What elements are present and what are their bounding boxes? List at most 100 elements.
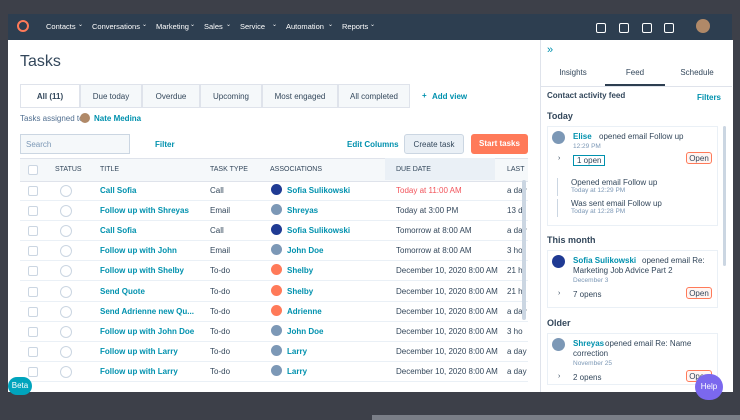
- collapse-icon[interactable]: »: [547, 44, 554, 56]
- contact-name[interactable]: Shreyas: [573, 339, 605, 348]
- contact-name[interactable]: Elise: [573, 132, 592, 141]
- open-button[interactable]: Open: [686, 287, 712, 299]
- status-icon[interactable]: [60, 185, 72, 197]
- association[interactable]: John Doe: [287, 326, 324, 336]
- row-checkbox[interactable]: [28, 366, 38, 377]
- row-checkbox[interactable]: [28, 186, 38, 196]
- association[interactable]: Larry: [287, 346, 308, 356]
- view-tab[interactable]: Most engaged: [262, 84, 338, 108]
- opens[interactable]: 2 opens: [573, 373, 602, 382]
- nav-item[interactable]: Sales: [204, 22, 223, 31]
- nav-icon[interactable]: [596, 23, 606, 33]
- chevron[interactable]: ⌄: [226, 22, 232, 28]
- expand-icon[interactable]: ›: [558, 155, 561, 162]
- expand-icon[interactable]: ›: [558, 373, 561, 380]
- start-tasks[interactable]: Start tasks: [471, 134, 528, 154]
- help-button[interactable]: Help: [695, 374, 723, 400]
- status-icon[interactable]: [60, 345, 72, 358]
- task-title[interactable]: Send Adrienne new Qu...: [100, 306, 194, 316]
- row-checkbox[interactable]: [28, 346, 38, 357]
- task-title[interactable]: Follow up with Larry: [100, 346, 178, 356]
- status-icon[interactable]: [60, 285, 72, 298]
- nav-icon[interactable]: [642, 23, 652, 33]
- search-placeholder[interactable]: Search: [26, 140, 52, 149]
- search-box[interactable]: [20, 134, 130, 154]
- view-tab[interactable]: All completed: [338, 84, 410, 108]
- logo[interactable]: [17, 20, 29, 32]
- nav-item[interactable]: Contacts: [46, 22, 76, 31]
- task-title[interactable]: Follow up with Larry: [100, 366, 178, 376]
- row-checkbox[interactable]: [28, 206, 38, 217]
- association[interactable]: John Doe: [287, 246, 324, 256]
- view-tab[interactable]: All (11): [20, 84, 80, 108]
- sidebar-tab[interactable]: Schedule: [680, 68, 714, 77]
- row-checkbox[interactable]: [28, 286, 38, 297]
- association[interactable]: Shelby: [287, 266, 314, 276]
- chevron[interactable]: ⌄: [370, 22, 376, 28]
- assignee[interactable]: Nate Medina: [94, 114, 142, 123]
- task-title[interactable]: Follow up with John: [100, 246, 177, 256]
- status-icon[interactable]: [60, 245, 72, 258]
- status-icon[interactable]: [60, 205, 72, 218]
- nav-icon[interactable]: [619, 23, 629, 33]
- column-header[interactable]: TITLE: [100, 166, 120, 173]
- nav-item[interactable]: Service: [240, 22, 266, 31]
- nav-item[interactable]: Marketing: [156, 22, 189, 31]
- nav-icon[interactable]: [664, 23, 674, 33]
- row-checkbox[interactable]: [28, 266, 38, 277]
- nav-item[interactable]: Reports: [342, 22, 369, 31]
- user-avatar[interactable]: [696, 19, 710, 33]
- view-tab[interactable]: Overdue: [142, 84, 200, 108]
- association[interactable]: Shelby: [287, 286, 314, 296]
- column-header[interactable]: STATUS: [55, 166, 82, 173]
- status-icon[interactable]: [60, 305, 72, 318]
- view-tab[interactable]: Upcoming: [200, 84, 262, 108]
- edit-columns[interactable]: Edit Columns: [347, 140, 399, 149]
- chevron[interactable]: ⌄: [190, 22, 196, 28]
- column-header[interactable]: LAST: [507, 166, 525, 173]
- task-title[interactable]: Call Sofia: [100, 186, 137, 195]
- task-title[interactable]: Call Sofia: [100, 226, 137, 236]
- add-view-plus[interactable]: +: [422, 91, 427, 100]
- nav-item[interactable]: Conversations: [92, 22, 140, 31]
- status-icon[interactable]: [60, 265, 72, 278]
- status-icon[interactable]: [60, 325, 72, 338]
- task-title[interactable]: Follow up with Shelby: [100, 266, 184, 276]
- column-header[interactable]: ASSOCIATIONS: [270, 166, 322, 173]
- open-button[interactable]: Open: [686, 152, 712, 164]
- association[interactable]: Sofia Sulikowski: [287, 186, 351, 195]
- row-checkbox[interactable]: [28, 326, 38, 337]
- task-title[interactable]: Send Quote: [100, 286, 145, 296]
- filters[interactable]: Filters: [697, 93, 722, 102]
- opens[interactable]: 7 opens: [573, 290, 602, 299]
- row-checkbox[interactable]: [28, 306, 38, 317]
- sidebar-tab[interactable]: Insights: [559, 68, 587, 77]
- nav-item[interactable]: Automation: [286, 22, 324, 31]
- association[interactable]: Shreyas: [287, 206, 319, 216]
- association[interactable]: Sofia Sulikowski: [287, 226, 351, 236]
- beta-badge[interactable]: Beta: [8, 377, 32, 395]
- association[interactable]: Larry: [287, 366, 308, 376]
- filter[interactable]: Filter: [155, 140, 175, 149]
- status-icon[interactable]: [60, 225, 72, 238]
- chevron[interactable]: ⌄: [142, 22, 148, 28]
- add-view[interactable]: Add view: [432, 92, 468, 101]
- task-title[interactable]: Follow up with Shreyas: [100, 206, 189, 216]
- row-checkbox[interactable]: [28, 226, 38, 237]
- sidebar-tab[interactable]: Feed: [625, 68, 645, 77]
- association[interactable]: Adrienne: [287, 306, 322, 316]
- opens[interactable]: 1 open: [573, 155, 606, 166]
- column-header[interactable]: TASK TYPE: [210, 166, 248, 173]
- header-checkbox[interactable]: [28, 165, 38, 175]
- view-tab[interactable]: Due today: [80, 84, 142, 108]
- column-header[interactable]: DUE DATE: [396, 166, 431, 173]
- row-checkbox[interactable]: [28, 246, 38, 257]
- create-task[interactable]: Create task: [404, 134, 464, 154]
- chevron[interactable]: ⌄: [272, 22, 278, 28]
- task-title[interactable]: Follow up with John Doe: [100, 326, 195, 336]
- status-icon[interactable]: [60, 365, 72, 378]
- chevron[interactable]: ⌄: [328, 22, 334, 28]
- expand-icon[interactable]: ›: [558, 290, 561, 297]
- contact-name[interactable]: Sofia Sulikowski: [573, 256, 637, 265]
- chevron[interactable]: ⌄: [78, 22, 84, 28]
